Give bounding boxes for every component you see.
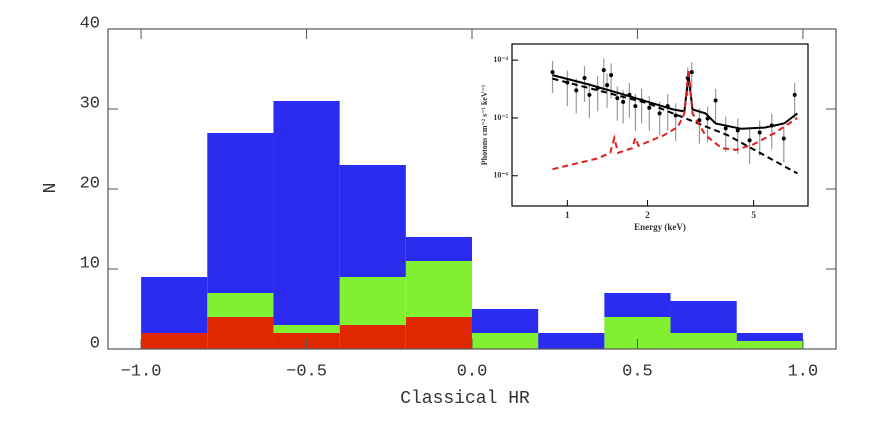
histogram-bar xyxy=(207,293,274,317)
data-point xyxy=(621,99,626,104)
data-point xyxy=(587,92,592,97)
histogram-bar xyxy=(273,101,340,325)
x-tick-label: 5 xyxy=(751,210,756,220)
histogram-bar xyxy=(141,333,208,349)
x-tick-label: 0.5 xyxy=(622,362,653,381)
data-point xyxy=(574,88,579,93)
data-point xyxy=(757,130,762,135)
histogram-bar xyxy=(472,309,539,333)
y-tick-label: 40 xyxy=(80,14,100,33)
histogram-bar xyxy=(736,341,803,349)
y-tick-label: 10 xyxy=(80,254,100,273)
data-point xyxy=(633,104,638,109)
data-point xyxy=(609,73,614,78)
model-line xyxy=(552,77,798,175)
data-point xyxy=(713,98,718,103)
data-point xyxy=(647,105,652,110)
histogram-bar xyxy=(141,277,208,333)
data-point xyxy=(605,83,610,88)
x-tick-label: 2 xyxy=(645,210,650,220)
histogram-bar xyxy=(207,317,274,349)
data-point xyxy=(689,70,694,75)
histogram-bar xyxy=(670,301,737,333)
histogram-bar xyxy=(339,325,406,349)
data-point xyxy=(550,70,555,75)
data-point xyxy=(723,126,728,131)
y-tick-label: 10⁻⁴ xyxy=(493,55,508,64)
x-axis-label: Classical HR xyxy=(400,389,530,409)
data-point xyxy=(615,96,620,101)
y-tick-label: 20 xyxy=(80,174,100,193)
histogram-bar xyxy=(339,277,406,325)
data-point xyxy=(792,92,797,97)
histogram-bar xyxy=(273,325,340,333)
y-tick-label: 10⁻⁶ xyxy=(493,171,508,180)
data-point xyxy=(697,118,702,123)
y-axis-label: N xyxy=(41,183,61,194)
inset-frame xyxy=(511,43,809,207)
histogram-bar xyxy=(670,333,737,349)
data-point xyxy=(781,136,786,141)
histogram-bar xyxy=(538,333,605,349)
histogram-bar xyxy=(405,261,472,317)
histogram-bar xyxy=(207,133,274,293)
data-point xyxy=(582,76,587,81)
histogram-bar xyxy=(405,237,472,261)
data-point xyxy=(747,138,752,143)
x-tick-label: 1 xyxy=(565,210,570,220)
x-tick-label: 1.0 xyxy=(788,362,819,381)
data-point xyxy=(673,113,678,118)
histogram-bar xyxy=(339,165,406,277)
y-tick-label: 0 xyxy=(90,334,100,353)
x-tick-label: 0.0 xyxy=(457,362,488,381)
y-tick-label: 30 xyxy=(80,94,100,113)
data-point xyxy=(735,128,740,133)
y-tick-label: 10⁻⁵ xyxy=(493,113,508,122)
data-point xyxy=(657,111,662,116)
histogram-bar xyxy=(405,317,472,349)
model-line xyxy=(552,69,798,171)
histogram-bar xyxy=(472,333,539,349)
inset-x-label: Energy (keV) xyxy=(634,222,686,232)
x-tick-label: −1.0 xyxy=(121,362,162,381)
inset-y-label: Photons cm⁻² s⁻¹ keV⁻¹ xyxy=(480,84,489,165)
histogram-bar xyxy=(736,333,803,341)
x-tick-label: −0.5 xyxy=(286,362,327,381)
data-point xyxy=(601,68,606,73)
histogram-bar xyxy=(604,293,671,317)
